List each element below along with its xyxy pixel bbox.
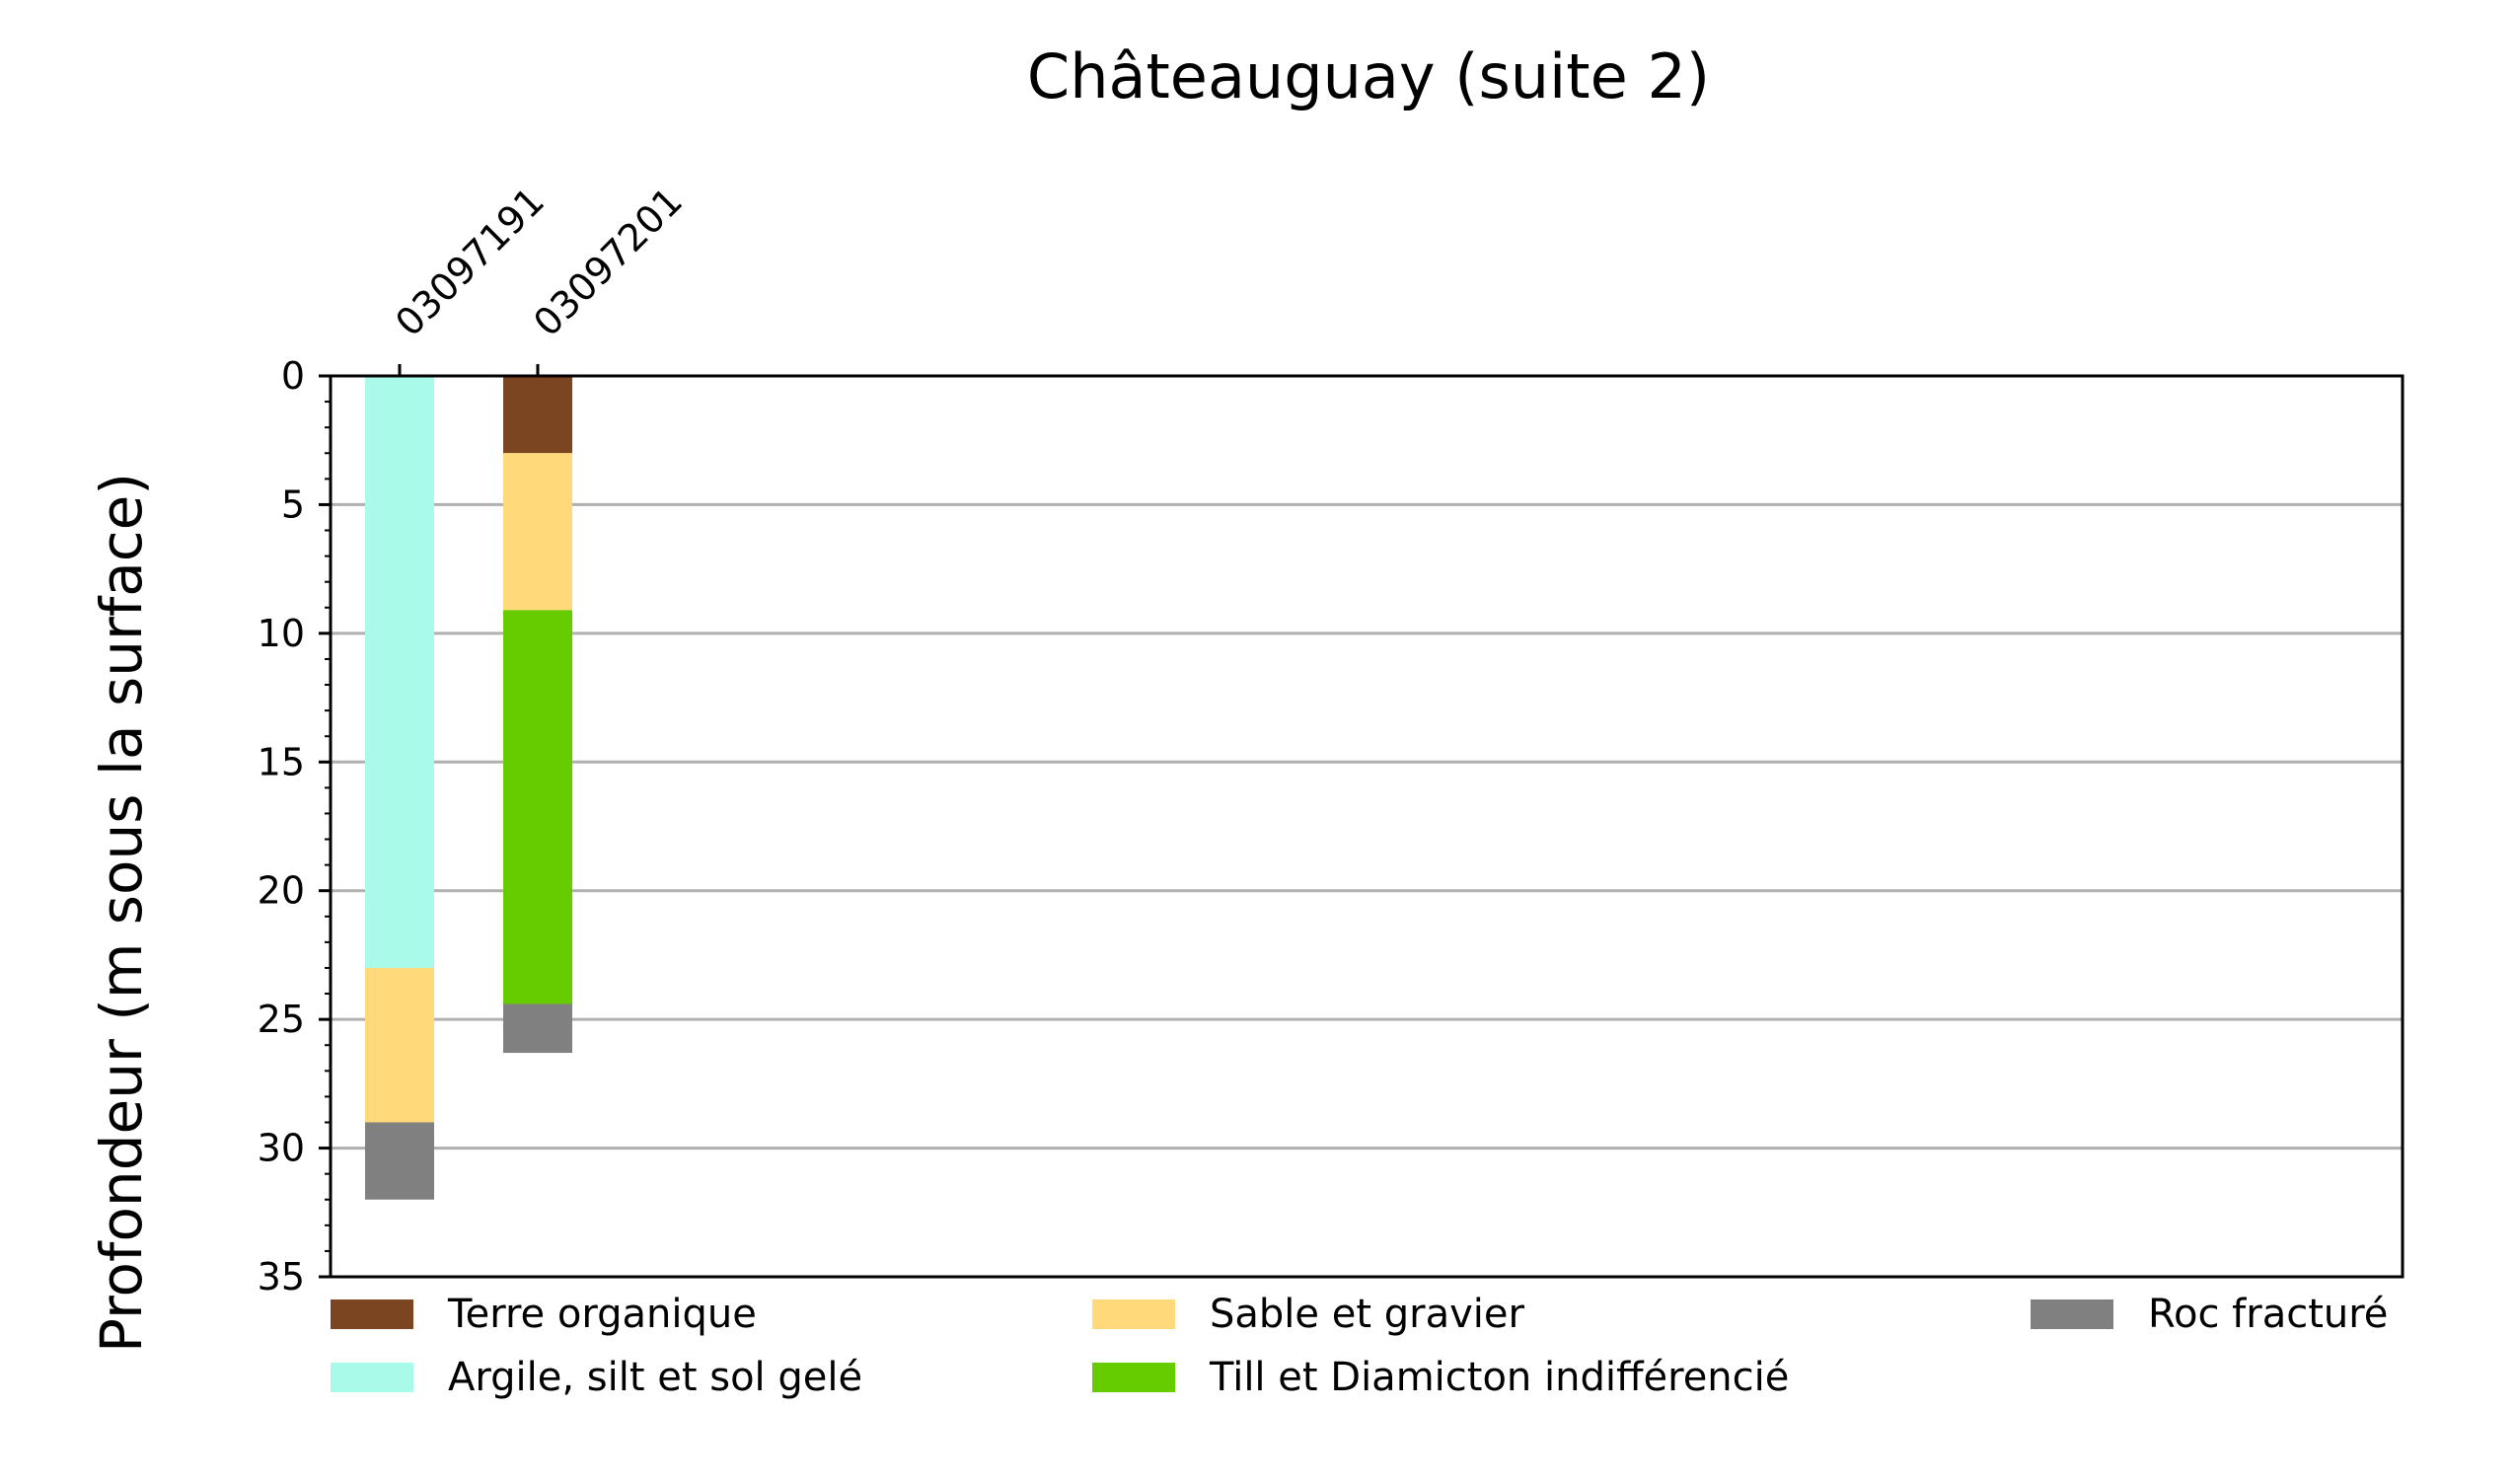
legend-label: Terre organique: [447, 1292, 757, 1337]
layer-segment: [503, 376, 572, 454]
borehole-columns: [365, 376, 572, 1200]
chart-title: Châteauguay (suite 2): [1027, 40, 1710, 112]
y-axis: 0 5 10 15 20 25 30 35: [258, 354, 331, 1298]
legend: Terre organique Argile, silt et sol gelé S…: [331, 1292, 2388, 1400]
layer-segment: [365, 1122, 434, 1200]
legend-swatch: [1092, 1363, 1175, 1392]
plot-area-frame: [329, 374, 2405, 1279]
y-tick-label: 5: [281, 482, 305, 526]
layer-segment: [503, 1003, 572, 1054]
y-tick-label: 35: [258, 1255, 305, 1298]
layer-segment: [503, 453, 572, 611]
y-tick-label: 30: [258, 1127, 305, 1170]
y-tick-label: 10: [258, 612, 305, 655]
legend-label: Roc fracturé: [2148, 1292, 2388, 1337]
y-tick-label: 20: [258, 869, 305, 913]
legend-label: Sable et gravier: [1210, 1292, 1524, 1337]
y-tick-label: 25: [258, 998, 305, 1041]
legend-swatch: [1092, 1299, 1175, 1329]
x-tick-label: 03097191: [387, 179, 553, 344]
x-tick-label: 03097201: [525, 179, 691, 344]
legend-swatch: [2031, 1299, 2113, 1329]
y-tick-label: 15: [258, 740, 305, 783]
layer-segment: [365, 376, 434, 968]
legend-label: Argile, silt et sol gelé: [448, 1355, 862, 1400]
legend-swatch: [331, 1299, 413, 1329]
layer-segment: [503, 610, 572, 1004]
gridlines: [331, 502, 2403, 1150]
legend-swatch: [331, 1363, 413, 1392]
y-axis-label: Profondeur (m sous la surface): [88, 473, 155, 1353]
layer-segment: [365, 967, 434, 1123]
legend-label: Till et Diamicton indifférencié: [1209, 1355, 1789, 1400]
y-tick-label: 0: [281, 354, 305, 398]
